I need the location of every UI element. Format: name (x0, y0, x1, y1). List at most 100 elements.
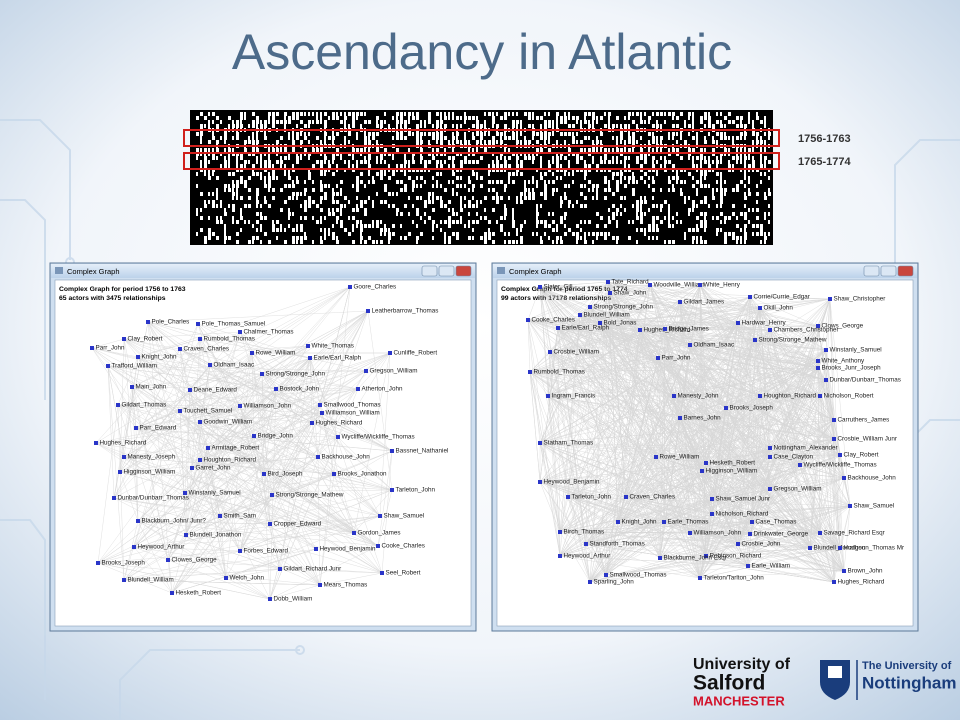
matrix-cell (564, 116, 567, 120)
matrix-cell (704, 200, 707, 204)
matrix-cell (720, 188, 723, 192)
window-button[interactable] (421, 265, 438, 277)
matrix-cell (600, 116, 603, 120)
matrix-cell (204, 172, 206, 176)
node-label: Forbes_Edward (244, 548, 289, 555)
window-button[interactable] (438, 265, 455, 277)
matrix-cell (352, 184, 354, 188)
edge (171, 436, 339, 594)
matrix-cell (724, 136, 727, 140)
matrix-cell (204, 204, 207, 208)
edge (117, 404, 125, 581)
matrix-cell (736, 160, 738, 164)
matrix-cell (520, 160, 523, 164)
matrix-cell (736, 184, 739, 188)
matrix-cell (216, 156, 218, 160)
matrix-cell (624, 176, 626, 180)
window-button[interactable] (455, 265, 472, 277)
matrix-cell (568, 124, 571, 128)
matrix-cell (516, 164, 519, 168)
edge (253, 435, 383, 574)
matrix-cell (532, 188, 534, 192)
matrix-cell (736, 124, 739, 128)
matrix-cell (480, 136, 483, 140)
edge (119, 456, 125, 473)
edge (137, 447, 209, 522)
matrix-cell (504, 156, 506, 160)
matrix-cell (320, 112, 322, 116)
window-button[interactable] (880, 265, 897, 277)
matrix-cell (448, 208, 450, 212)
matrix-cell (764, 216, 766, 220)
node-marker (588, 580, 592, 584)
matrix-cell (504, 136, 507, 140)
matrix-cell (536, 148, 539, 152)
matrix-cell (712, 188, 714, 192)
matrix-cell (480, 216, 482, 220)
matrix-cell (420, 132, 423, 136)
matrix-cell (472, 160, 475, 164)
node-marker (824, 348, 828, 352)
edge (585, 322, 739, 545)
edge (589, 565, 749, 583)
matrix-cell (740, 132, 743, 136)
matrix-cell (492, 136, 495, 140)
node: Earle_Thomas (662, 519, 708, 526)
matrix-cell (464, 136, 466, 140)
matrix-cell (452, 188, 454, 192)
window-button[interactable] (863, 265, 880, 277)
matrix-cell (740, 148, 742, 152)
node: Case_Clayton (768, 454, 814, 461)
matrix-cell (608, 148, 610, 152)
matrix-cell (596, 196, 598, 200)
matrix-cell (452, 156, 455, 160)
edge (663, 521, 845, 572)
matrix-cell (324, 136, 326, 140)
node: Houghton_Richard (198, 457, 257, 464)
matrix-cell (692, 240, 694, 244)
matrix-cell (444, 112, 446, 116)
matrix-cell (208, 216, 210, 220)
node: Houghton_Richard (758, 393, 817, 400)
matrix-cell (752, 232, 754, 236)
matrix-cell (612, 176, 614, 180)
node-label: Houghton_Richard (764, 393, 817, 400)
node-marker (380, 571, 384, 575)
matrix-cell (644, 232, 646, 236)
edge (123, 338, 139, 522)
matrix-cell (536, 224, 538, 228)
matrix-cell (232, 216, 234, 220)
matrix-cell (236, 156, 238, 160)
matrix-cell (456, 136, 458, 140)
node: Nicholson_Robert (818, 393, 874, 400)
matrix-cell (408, 112, 411, 116)
matrix-cell (612, 192, 615, 196)
matrix-cell (296, 124, 298, 128)
matrix-cell (432, 136, 435, 140)
matrix-cell (200, 132, 203, 136)
matrix-cell (728, 120, 731, 124)
matrix-cell (564, 156, 567, 160)
matrix-cell (628, 112, 631, 116)
matrix-cell (228, 160, 230, 164)
node: Bassnet_Nathaniel (390, 448, 448, 455)
edge (829, 298, 835, 440)
matrix-cell (692, 204, 695, 208)
matrix-cell (220, 204, 222, 208)
node: White_Anthony (816, 358, 865, 365)
edge (279, 568, 383, 574)
matrix-cell (220, 136, 222, 140)
node-marker (648, 283, 652, 287)
matrix-cell (516, 228, 518, 232)
matrix-cell (516, 120, 519, 124)
window-button[interactable] (897, 265, 914, 277)
node-label: Clay_Robert (128, 336, 163, 343)
node: Slater_Gill (538, 284, 573, 291)
matrix-cell (536, 204, 538, 208)
matrix-cell (252, 132, 254, 136)
matrix-cell (200, 228, 203, 232)
matrix-cell (284, 240, 287, 244)
node: Corrie/Currie_Edgar (748, 294, 810, 301)
node-label: Goore_Charles (354, 284, 397, 291)
edge (185, 373, 263, 536)
